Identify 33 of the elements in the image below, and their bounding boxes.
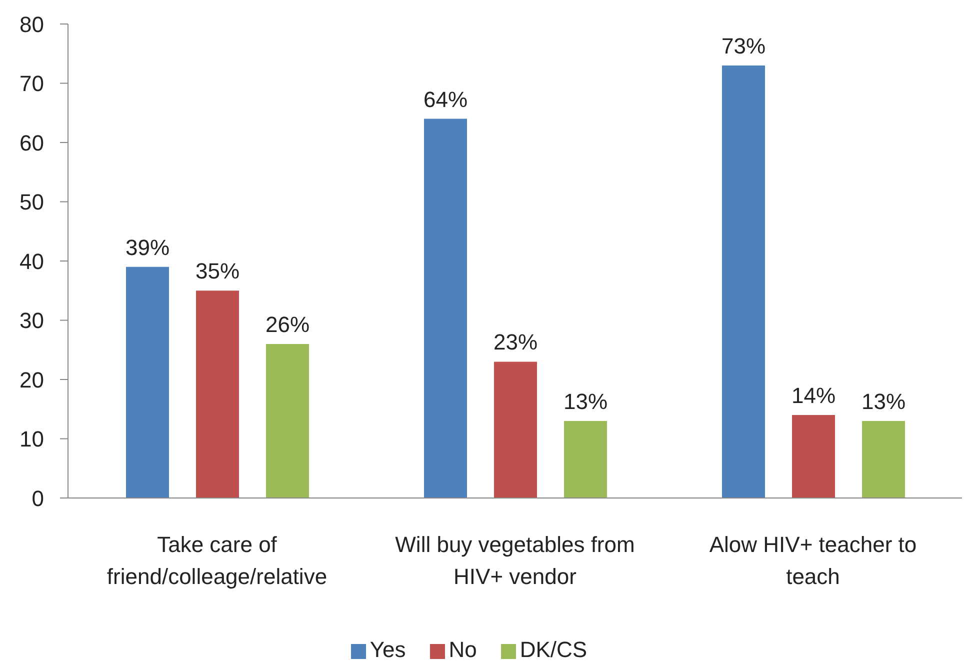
bar: [722, 65, 765, 498]
data-label: 13%: [861, 388, 906, 414]
x-tick-label: Will buy vegetables from HIV+ vendor: [395, 532, 635, 589]
data-label: 39%: [125, 234, 170, 260]
y-tick-label: 0: [32, 486, 44, 511]
y-tick-label: 20: [20, 367, 44, 392]
y-tick-label: 50: [20, 190, 44, 215]
legend-label: Yes: [370, 637, 406, 662]
data-label: 23%: [493, 330, 538, 355]
bar: [494, 362, 537, 498]
data-label: 35%: [195, 258, 240, 284]
data-label: 26%: [265, 312, 310, 337]
data-label: 64%: [423, 86, 468, 112]
legend-label: DK/CS: [520, 637, 588, 662]
x-tick-label: Take care of friend/colleage/relative: [106, 532, 328, 589]
y-tick-label: 70: [20, 71, 44, 96]
y-tick-label: 10: [20, 426, 44, 452]
y-tick-label: 80: [20, 12, 44, 37]
bar: [424, 118, 467, 498]
y-tick-label: 40: [20, 248, 44, 274]
data-label: 73%: [721, 33, 766, 58]
bar: [862, 420, 905, 498]
bar: [564, 420, 607, 498]
y-tick-label: 60: [20, 130, 44, 156]
x-tick-label: Alow HIV+ teacher to teach: [709, 532, 917, 589]
bar: [126, 266, 169, 498]
bar: [792, 415, 835, 498]
bar: [266, 344, 309, 498]
bar: [196, 290, 239, 498]
data-label: 13%: [563, 388, 608, 414]
y-tick-label: 30: [20, 308, 44, 334]
data-label: 14%: [791, 383, 836, 408]
legend-label: No: [448, 637, 477, 662]
